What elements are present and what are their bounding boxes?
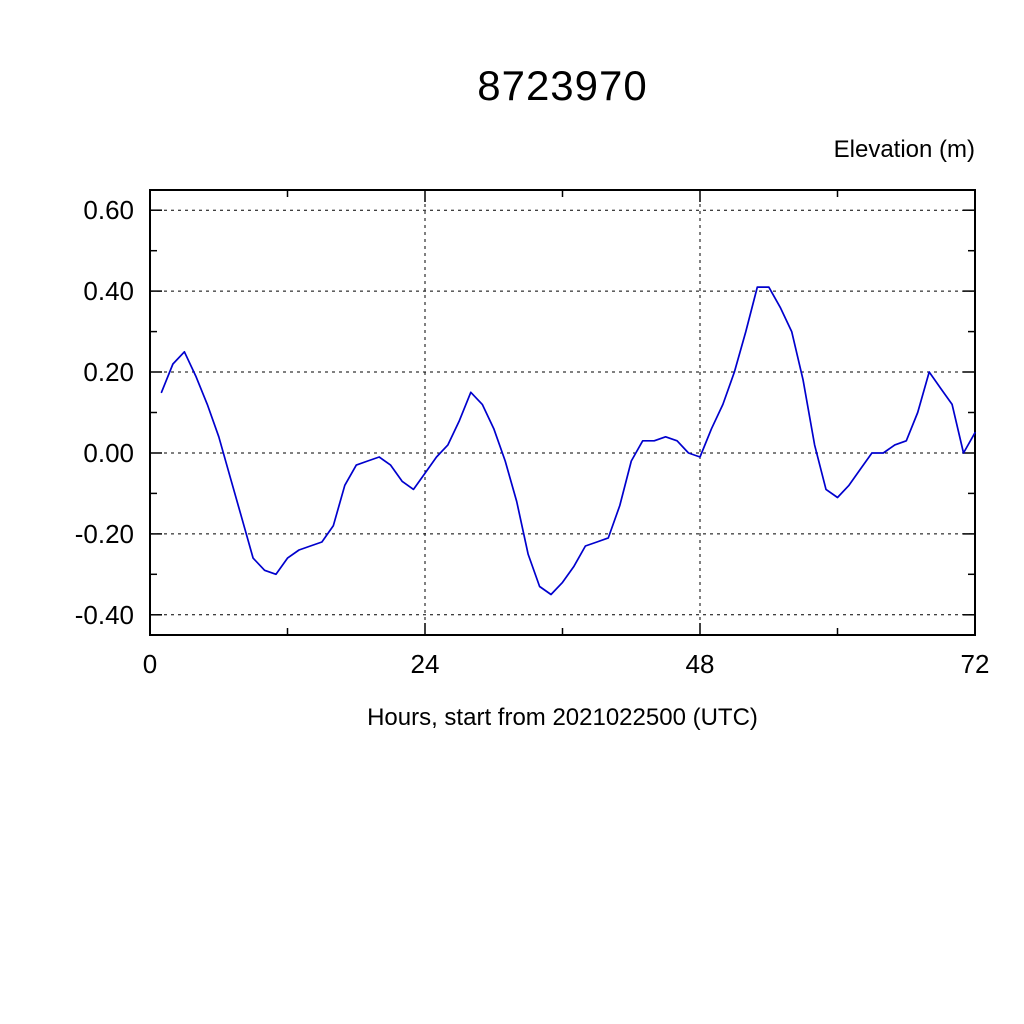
x-tick-label: 24 <box>411 649 440 679</box>
y-tick-label: 0.40 <box>83 276 134 306</box>
x-axis-label: Hours, start from 2021022500 (UTC) <box>367 704 758 731</box>
y-tick-label: 0.20 <box>83 357 134 387</box>
y-tick-label: 0.00 <box>83 438 134 468</box>
plot-frame <box>149 189 976 636</box>
y-axis-label: Elevation (m) <box>833 136 975 163</box>
x-tick-label: 0 <box>143 649 157 679</box>
data-line <box>160 286 976 596</box>
plot-svg: 0 24 48 72 0.60 0.40 0.20 0.00 -0.20 -0.40 <box>75 189 990 679</box>
x-tick-label: 72 <box>961 649 990 679</box>
y-tick-label: -0.20 <box>75 519 134 549</box>
chart-title: 8723970 <box>477 62 648 109</box>
y-tick-label: 0.60 <box>83 195 134 225</box>
x-tick-label: 48 <box>686 649 715 679</box>
y-tick-label: -0.40 <box>75 600 134 630</box>
